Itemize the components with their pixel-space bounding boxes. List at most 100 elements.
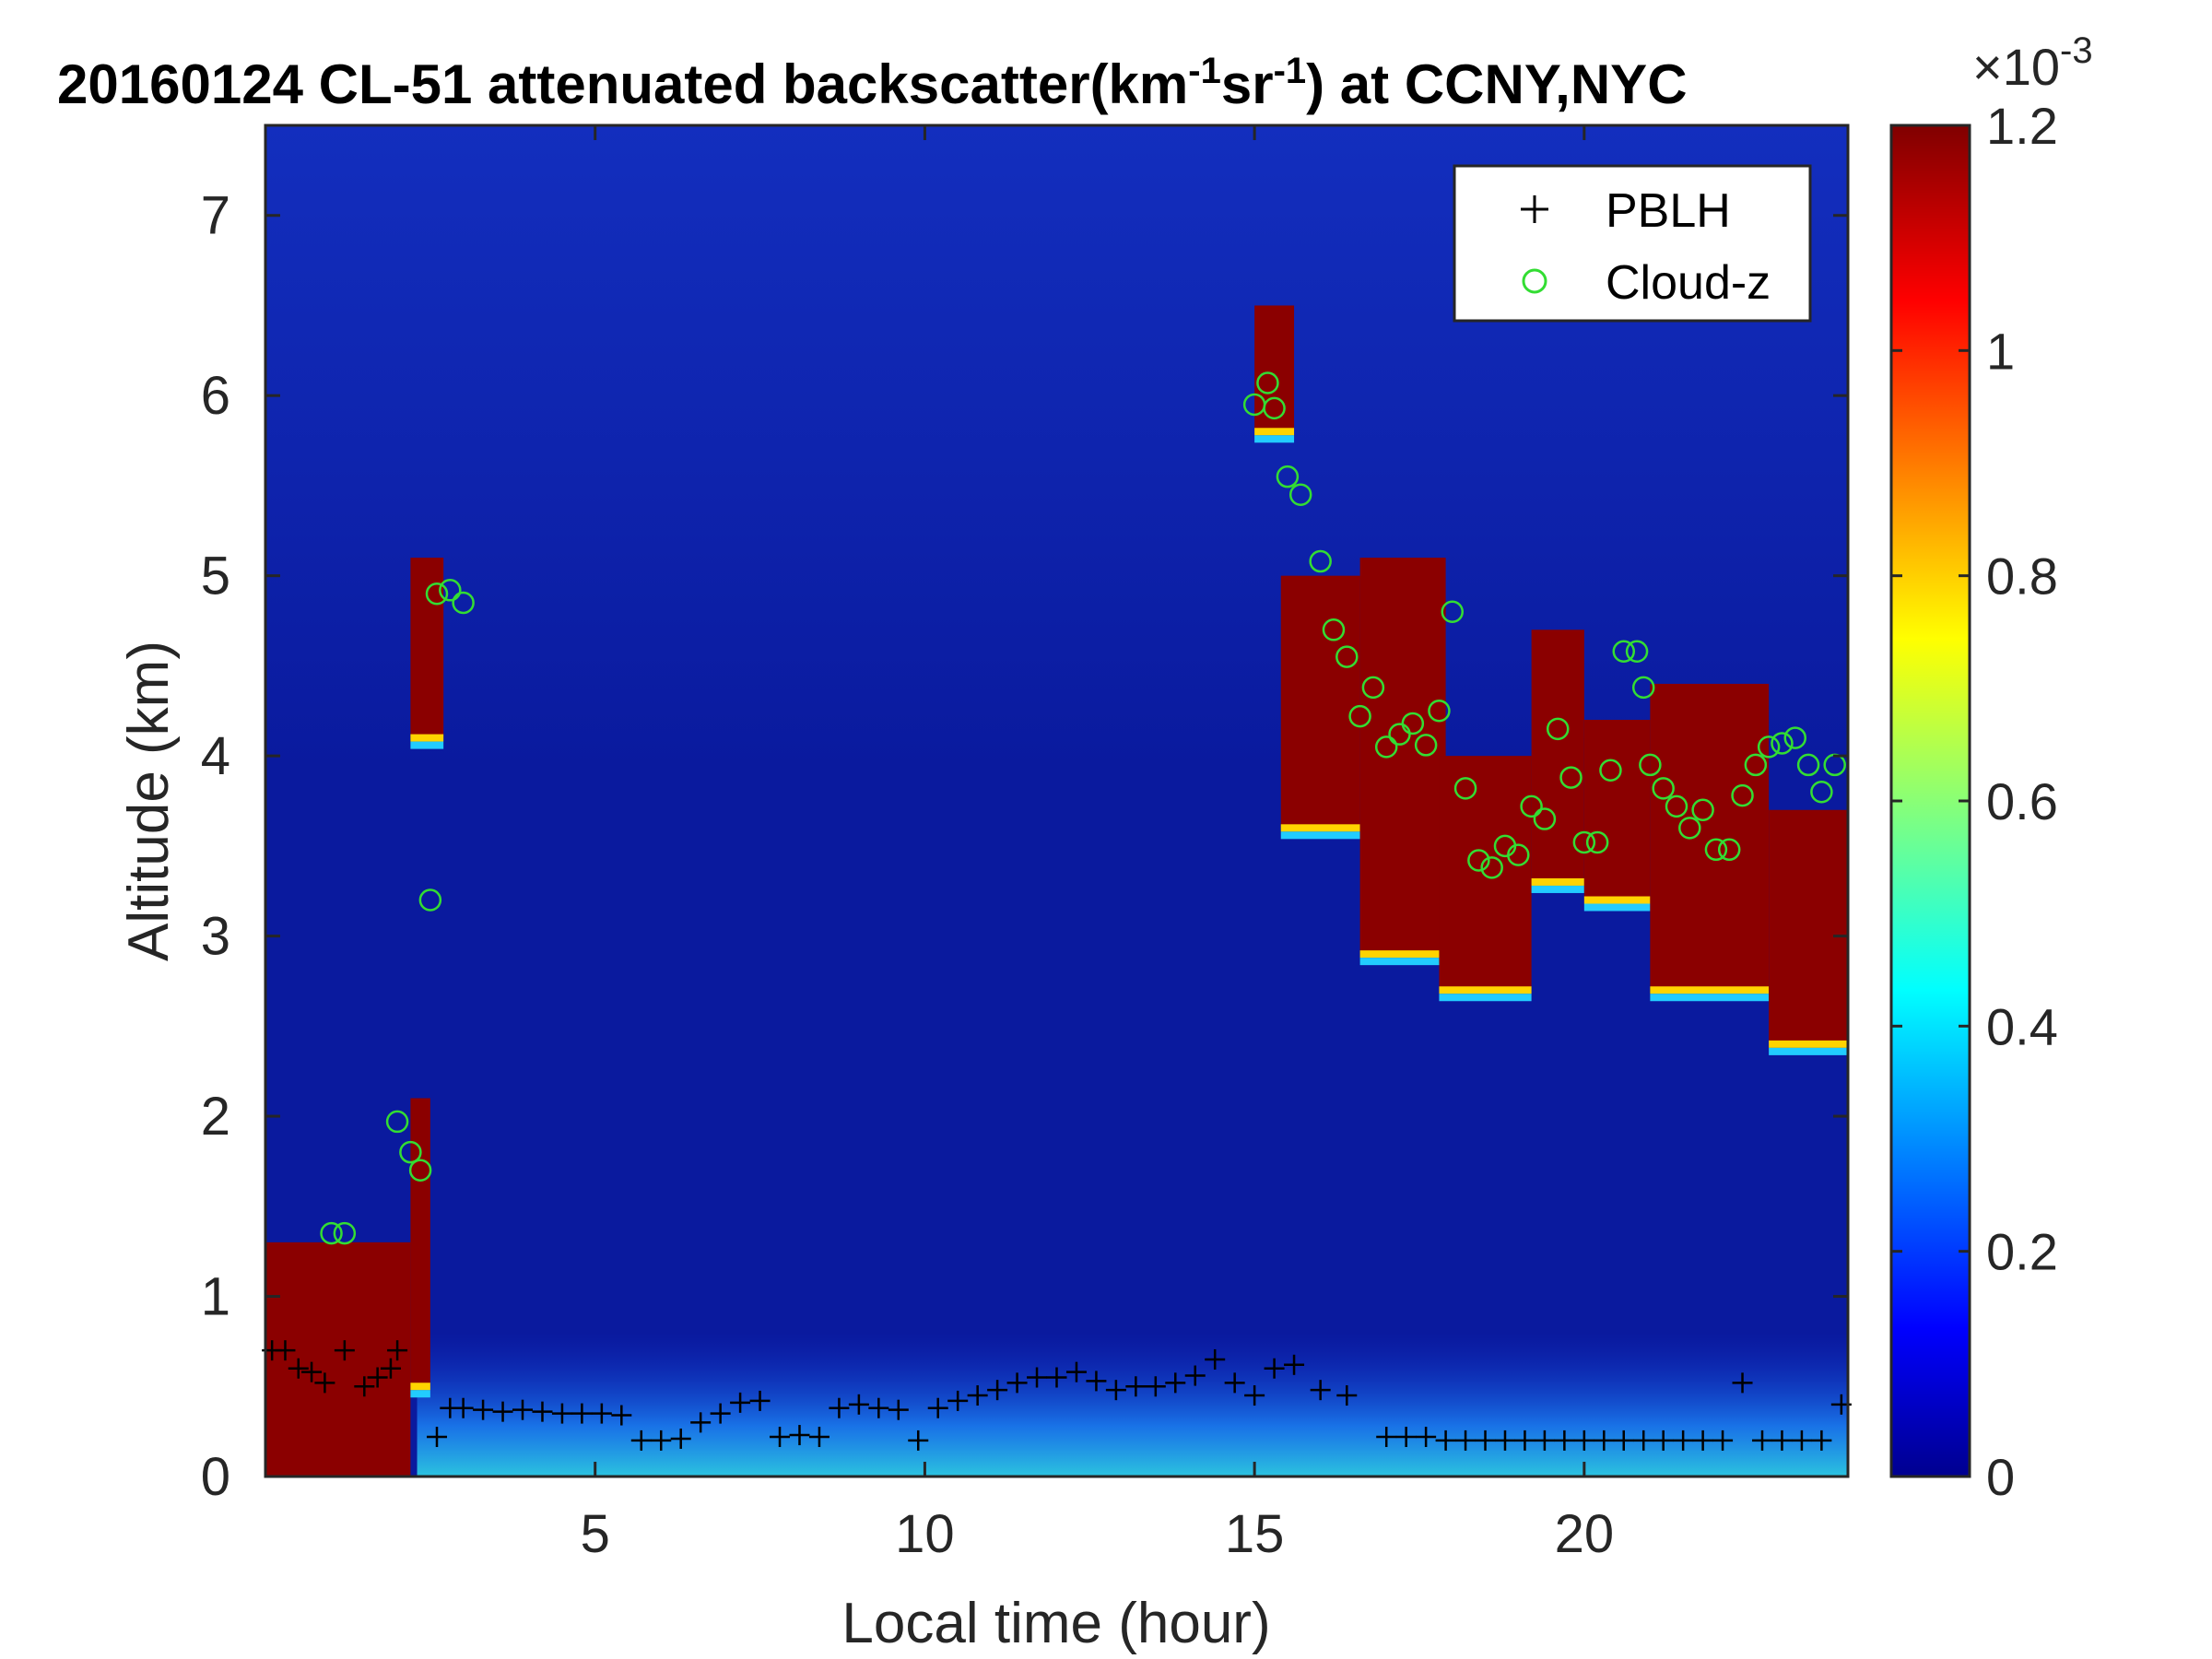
- aerosol-layer: [417, 1332, 1848, 1477]
- pblh-point: [1264, 1358, 1285, 1379]
- colorbar-tick-label: 1.2: [1986, 97, 2058, 155]
- y-tick-label: 2: [201, 1087, 230, 1147]
- pblh-point: [380, 1358, 401, 1379]
- cloud-z-point: [1691, 798, 1714, 822]
- pblh-point: [1336, 1385, 1358, 1406]
- pblh-point: [908, 1430, 929, 1451]
- cloud-z-point: [418, 888, 442, 912]
- legend-entry-pblh: PBLH: [1521, 184, 1731, 238]
- colorbar-tick-label: 0.8: [1986, 547, 2058, 606]
- cloud-z-point: [1414, 734, 1438, 757]
- cloud-z-point: [385, 1110, 409, 1134]
- cloud-z-point: [1453, 777, 1477, 800]
- cloud-z-point: [1546, 717, 1570, 741]
- cloud-z-point: [1625, 640, 1649, 664]
- pblh-point: [770, 1426, 791, 1447]
- pblh-point: [1653, 1430, 1674, 1451]
- pblh-point: [427, 1426, 448, 1447]
- cloud-z-point: [399, 1140, 422, 1164]
- cloud-z-point: [439, 579, 462, 602]
- pblh-point: [789, 1425, 810, 1446]
- cloud-z-point: [1599, 759, 1622, 782]
- pblh-point: [288, 1358, 309, 1379]
- x-tick-label: 10: [895, 1504, 955, 1564]
- cloud-z-point: [1401, 712, 1425, 735]
- cloud-z-point: [1441, 600, 1464, 624]
- pblh-point: [1534, 1430, 1555, 1451]
- cloud-base-halo: [410, 1390, 430, 1398]
- colorbar-exponent: ×10-3: [1972, 30, 2093, 96]
- cloud-layer: [265, 305, 1848, 1477]
- pblh-point: [927, 1397, 948, 1418]
- cloud-z-point: [1263, 396, 1286, 420]
- pblh-point: [888, 1399, 909, 1420]
- cloud-region: [1531, 629, 1584, 882]
- colorbar-tick-label: 0.6: [1986, 772, 2058, 830]
- cloud-base-halo: [1439, 994, 1532, 1002]
- cloud-region: [1439, 756, 1532, 991]
- pblh-point: [1165, 1372, 1186, 1394]
- pblh-point: [749, 1390, 771, 1411]
- pblh-point: [730, 1392, 751, 1413]
- cloud-base-edge: [410, 734, 444, 742]
- y-tick-label: 4: [201, 726, 230, 786]
- legend-label-cloud-z: Cloud-z: [1606, 256, 1771, 310]
- legend-entry-cloud-z: Cloud-z: [1522, 256, 1771, 310]
- cloud-z-point: [1810, 780, 1833, 804]
- y-axis-ticks: 0 1 2 3 4 5 6 7: [201, 186, 1848, 1507]
- cloud-base-halo: [1583, 903, 1651, 912]
- cloud-base-halo: [1280, 831, 1360, 840]
- pblh-point: [1046, 1367, 1067, 1388]
- y-axis-label: Altitude (km): [117, 641, 181, 961]
- pblh-point: [1244, 1385, 1265, 1406]
- pblh-point: [1145, 1376, 1166, 1397]
- colorbar-gradient: [1889, 124, 1971, 1478]
- colorbar-ticks: 0 0.2 0.4 0.6 0.8 1 1.2: [1891, 97, 2058, 1506]
- cloud-z-point: [1665, 794, 1688, 818]
- cloud-z-point: [1639, 753, 1662, 777]
- cloud-base-edge: [1650, 986, 1770, 994]
- cloud-region: [410, 558, 444, 738]
- pblh-point: [551, 1403, 572, 1424]
- pblh-point: [1105, 1380, 1126, 1401]
- cloud-z-point: [1335, 645, 1359, 668]
- pblh-point: [967, 1385, 988, 1406]
- cloud-region: [1359, 558, 1446, 955]
- pblh-point: [1712, 1430, 1734, 1451]
- cloud-region: [410, 1098, 430, 1387]
- cloud-base-edge: [410, 1382, 430, 1391]
- pblh-point: [492, 1401, 513, 1422]
- pblh-point: [473, 1399, 494, 1420]
- pblh-point: [1027, 1367, 1048, 1388]
- cloud-z-point: [1731, 783, 1754, 807]
- cloud-base-edge: [1254, 428, 1295, 436]
- cloud-z-point: [1704, 838, 1728, 862]
- pblh-point: [1554, 1430, 1575, 1451]
- pblh-point: [868, 1397, 889, 1418]
- pblh-point: [1732, 1372, 1753, 1394]
- legend-label-pblh: PBLH: [1606, 184, 1731, 238]
- cloud-z-point: [408, 1159, 432, 1182]
- x-tick-label: 5: [581, 1504, 610, 1564]
- pblh-point: [1692, 1430, 1713, 1451]
- cloud-z-point: [1480, 856, 1503, 879]
- pblh-point: [453, 1397, 474, 1418]
- legend-box: [1453, 164, 1812, 323]
- cloud-region: [1769, 809, 1848, 1044]
- cloud-z-point: [1348, 704, 1371, 728]
- pblh-point: [275, 1340, 296, 1361]
- pblh-point: [1633, 1430, 1654, 1451]
- colorbar-tick-label: 0: [1986, 1448, 2015, 1506]
- cloud-z-point: [1361, 676, 1385, 700]
- pblh-point: [710, 1403, 731, 1424]
- y-tick-label: 3: [201, 907, 230, 967]
- pblh-point: [611, 1405, 632, 1426]
- cloud-z-point: [1572, 830, 1596, 854]
- cloud-z-point: [333, 1221, 357, 1245]
- pblh-point: [1475, 1430, 1496, 1451]
- cloud-region: [1280, 575, 1360, 829]
- cloud-region: [1583, 720, 1651, 900]
- cloud-z-point: [1288, 483, 1312, 506]
- colorbar-tick-label: 0.2: [1986, 1223, 2058, 1281]
- pblh-point: [314, 1372, 335, 1394]
